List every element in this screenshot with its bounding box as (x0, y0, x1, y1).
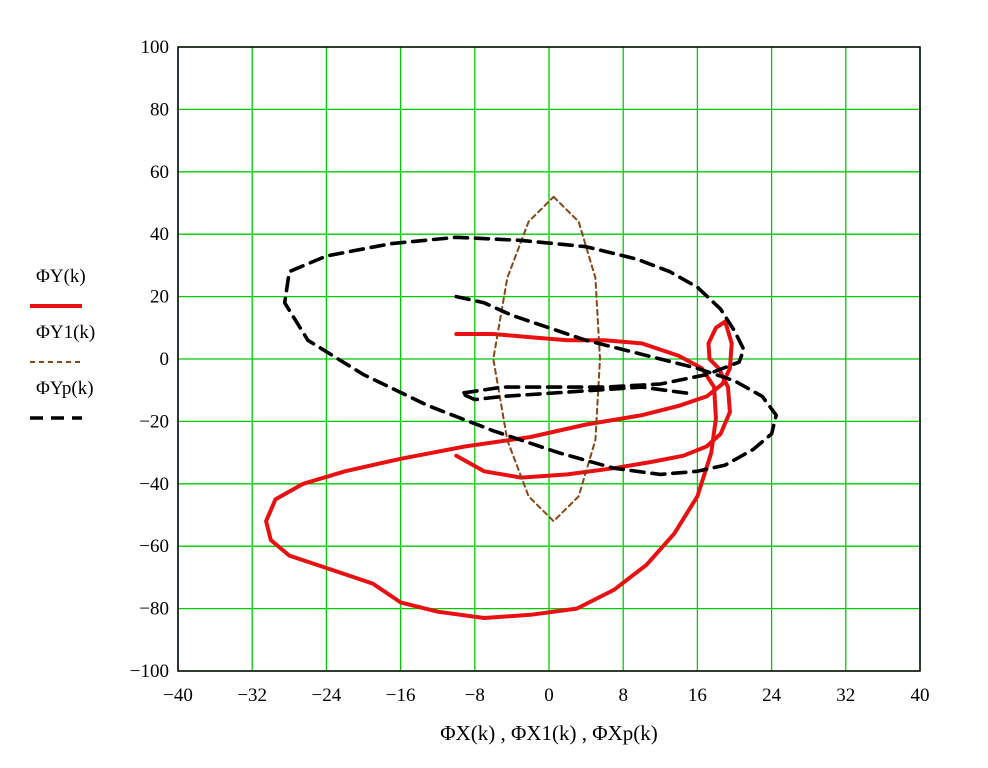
x-tick-label: −32 (237, 685, 267, 706)
y-tick-label: −40 (139, 474, 169, 495)
x-tick-label: −8 (465, 685, 485, 706)
y-tick-label: 0 (160, 349, 170, 370)
series-line-1 (264, 319, 734, 620)
series-layer (264, 195, 779, 620)
y-tick-label: −80 (139, 599, 169, 620)
x-tick-label: 0 (544, 685, 554, 706)
y-tick-label: −20 (139, 411, 169, 432)
plot-frame (177, 46, 921, 672)
x-tick-label: 40 (911, 685, 930, 706)
y-tick-label: 100 (141, 37, 170, 58)
y-tick-label: 20 (150, 287, 169, 308)
x-tick-label: −40 (163, 685, 193, 706)
x-axis-title: ΦX(k) , ΦX1(k) , ΦXp(k) (440, 721, 658, 745)
series-line-3 (282, 235, 779, 477)
y-tick-label: −100 (130, 661, 169, 682)
x-tick-label: 24 (762, 685, 782, 706)
y-tick-label: 80 (150, 99, 169, 120)
legend: ΦY(k) ΦY1(k) ΦYp(k) (30, 266, 95, 420)
series-line-2 (492, 195, 601, 523)
x-tick-label: 8 (618, 685, 628, 706)
x-tick-label: 16 (688, 685, 707, 706)
legend-label: ΦY(k) (36, 266, 86, 287)
y-tick-label: 60 (150, 162, 169, 183)
legend-label: ΦY1(k) (36, 322, 95, 343)
x-tick-label: −24 (312, 685, 342, 706)
x-tick-label: −16 (386, 685, 416, 706)
y-tick-label: −60 (139, 536, 169, 557)
legend-label: ΦYp(k) (36, 378, 94, 399)
x-tick-label: 32 (836, 685, 855, 706)
y-tick-label: 40 (150, 224, 169, 245)
tick-labels: −40 −32 −24 −16 −8 0 8 16 24 32 40100806040200−20−… (130, 37, 930, 706)
